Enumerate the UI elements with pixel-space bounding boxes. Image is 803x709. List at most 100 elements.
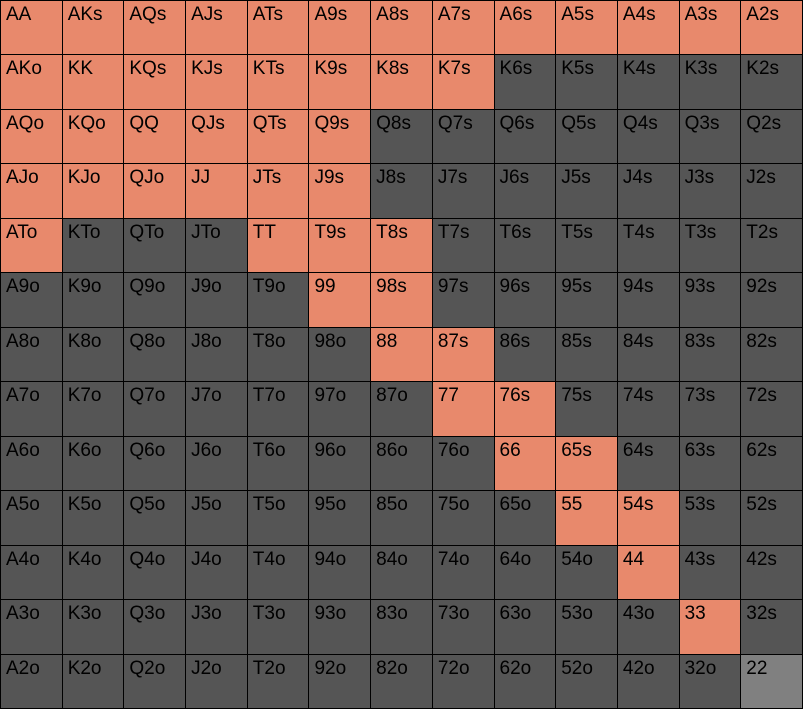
hand-cell[interactable]: 92s [741,273,803,328]
hand-cell[interactable]: K3s [679,55,742,110]
hand-cell[interactable]: 83o [371,600,433,655]
hand-cell[interactable]: 76s [494,382,557,437]
hand-cell[interactable]: 75o [432,491,495,546]
hand-cell[interactable]: 82o [371,654,433,709]
hand-cell[interactable]: KJs [186,55,248,110]
hand-cell[interactable]: T6s [494,218,557,274]
hand-cell[interactable]: 97s [432,273,495,328]
hand-cell[interactable]: K4s [617,55,680,110]
hand-cell[interactable]: A3o [1,600,63,655]
hand-cell[interactable]: 32o [679,654,742,709]
hand-cell[interactable]: K5o [62,491,125,546]
hand-cell[interactable]: K4o [62,545,125,601]
hand-cell[interactable]: K6s [494,55,557,110]
hand-cell[interactable]: J2o [186,654,248,709]
hand-cell[interactable]: QTo [124,218,187,274]
hand-cell[interactable]: J5o [186,491,248,546]
hand-cell[interactable]: Q9s [309,109,372,165]
hand-cell[interactable]: J8s [371,164,433,219]
hand-cell[interactable]: J9s [309,164,372,219]
hand-cell[interactable]: 53s [679,491,742,546]
hand-cell[interactable]: 95s [556,273,618,328]
hand-cell[interactable]: 74o [432,545,495,601]
hand-cell[interactable]: J8o [186,327,248,383]
hand-cell[interactable]: A3s [679,1,742,56]
hand-cell[interactable]: Q2s [741,109,803,165]
hand-cell[interactable]: 77 [432,382,495,437]
hand-cell[interactable]: AQo [1,109,63,165]
hand-cell[interactable]: 86s [494,327,557,383]
hand-cell[interactable]: T9s [309,218,372,274]
hand-cell[interactable]: T7s [432,218,495,274]
hand-cell[interactable]: 84s [617,327,680,383]
hand-cell[interactable]: Q3s [679,109,742,165]
hand-cell[interactable]: Q6s [494,109,557,165]
hand-cell[interactable]: K7s [432,55,495,110]
hand-cell[interactable]: 93o [309,600,372,655]
hand-cell[interactable]: A2o [1,654,63,709]
hand-cell[interactable]: 97o [309,382,372,437]
hand-cell[interactable]: AA [1,1,63,56]
hand-cell[interactable]: Q5s [556,109,618,165]
hand-cell[interactable]: 87s [432,327,495,383]
hand-cell[interactable]: J4o [186,545,248,601]
hand-cell[interactable]: T3o [247,600,310,655]
hand-cell[interactable]: AJo [1,164,63,219]
hand-cell[interactable]: KTs [247,55,310,110]
hand-cell[interactable]: 74s [617,382,680,437]
hand-cell[interactable]: A6o [1,436,63,492]
hand-cell[interactable]: 64s [617,436,680,492]
hand-cell[interactable]: 92o [309,654,372,709]
hand-cell[interactable]: J6s [494,164,557,219]
hand-cell[interactable]: 52o [556,654,618,709]
hand-cell[interactable]: Q7o [124,382,187,437]
hand-cell[interactable]: 73s [679,382,742,437]
hand-cell[interactable]: 98s [371,273,433,328]
hand-cell[interactable]: 72o [432,654,495,709]
hand-cell[interactable]: ATo [1,218,63,274]
hand-cell[interactable]: T2o [247,654,310,709]
hand-cell[interactable]: 75s [556,382,618,437]
hand-cell[interactable]: Q3o [124,600,187,655]
hand-cell[interactable]: 96o [309,436,372,492]
hand-cell[interactable]: A9s [309,1,372,56]
hand-cell[interactable]: 53o [556,600,618,655]
hand-cell[interactable]: A4s [617,1,680,56]
hand-cell[interactable]: Q4s [617,109,680,165]
hand-cell[interactable]: 88 [371,327,433,383]
hand-cell[interactable]: Q2o [124,654,187,709]
hand-cell[interactable]: AQs [124,1,187,56]
hand-cell[interactable]: QJo [124,164,187,219]
hand-cell[interactable]: JTs [247,164,310,219]
hand-cell[interactable]: A2s [741,1,803,56]
hand-cell[interactable]: Q9o [124,273,187,328]
hand-cell[interactable]: Q6o [124,436,187,492]
hand-cell[interactable]: 54s [617,491,680,546]
hand-cell[interactable]: JTo [186,218,248,274]
hand-cell[interactable]: 72s [741,382,803,437]
hand-cell[interactable]: 84o [371,545,433,601]
hand-cell[interactable]: KQo [62,109,125,165]
hand-cell[interactable]: 65s [556,436,618,492]
hand-cell[interactable]: 85o [371,491,433,546]
hand-cell[interactable]: QJs [186,109,248,165]
hand-cell[interactable]: K2s [741,55,803,110]
hand-cell[interactable]: KTo [62,218,125,274]
hand-cell[interactable]: JJ [186,164,248,219]
hand-cell[interactable]: T3s [679,218,742,274]
hand-cell[interactable]: 63o [494,600,557,655]
hand-cell[interactable]: A5s [556,1,618,56]
hand-cell[interactable]: 73o [432,600,495,655]
hand-cell[interactable]: J5s [556,164,618,219]
hand-cell[interactable]: T5s [556,218,618,274]
hand-cell[interactable]: K9o [62,273,125,328]
hand-cell[interactable]: K8s [371,55,433,110]
hand-cell[interactable]: 62s [741,436,803,492]
hand-cell[interactable]: ATs [247,1,310,56]
hand-cell[interactable]: K6o [62,436,125,492]
hand-cell[interactable]: K2o [62,654,125,709]
hand-cell[interactable]: Q8s [371,109,433,165]
hand-cell[interactable]: 63s [679,436,742,492]
hand-cell[interactable]: T7o [247,382,310,437]
hand-cell[interactable]: 93s [679,273,742,328]
